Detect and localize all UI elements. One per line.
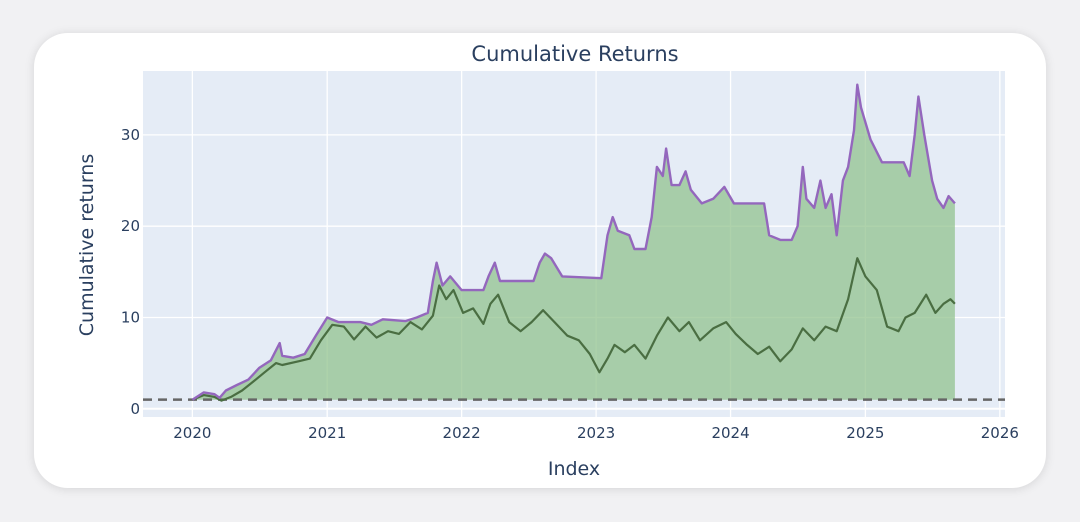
x-tick-label: 2022 xyxy=(443,424,481,442)
x-tick-label: 2023 xyxy=(577,424,615,442)
y-tick-label: 0 xyxy=(130,400,140,418)
y-tick-label: 30 xyxy=(121,126,140,144)
y-axis-title: Cumulative returns xyxy=(76,154,98,336)
series-lines xyxy=(191,83,956,402)
fill-area xyxy=(192,84,955,400)
x-tick-label: 2025 xyxy=(846,424,884,442)
lower-series-line xyxy=(191,257,956,402)
y-tick-label: 20 xyxy=(121,217,140,235)
tick-labels: 2020 2021 2022 2023 2024 2025 2026 0 10 20 30 xyxy=(121,126,1019,442)
x-tick-label: 2026 xyxy=(981,424,1019,442)
x-tick-label: 2021 xyxy=(308,424,346,442)
x-axis-title: Index xyxy=(548,458,600,480)
filled-area xyxy=(192,84,955,400)
x-tick-label: 2020 xyxy=(173,424,211,442)
upper-series-line xyxy=(191,83,956,401)
chart-title: Cumulative Returns xyxy=(471,42,678,66)
y-tick-label: 10 xyxy=(121,308,140,326)
x-tick-label: 2024 xyxy=(711,424,749,442)
